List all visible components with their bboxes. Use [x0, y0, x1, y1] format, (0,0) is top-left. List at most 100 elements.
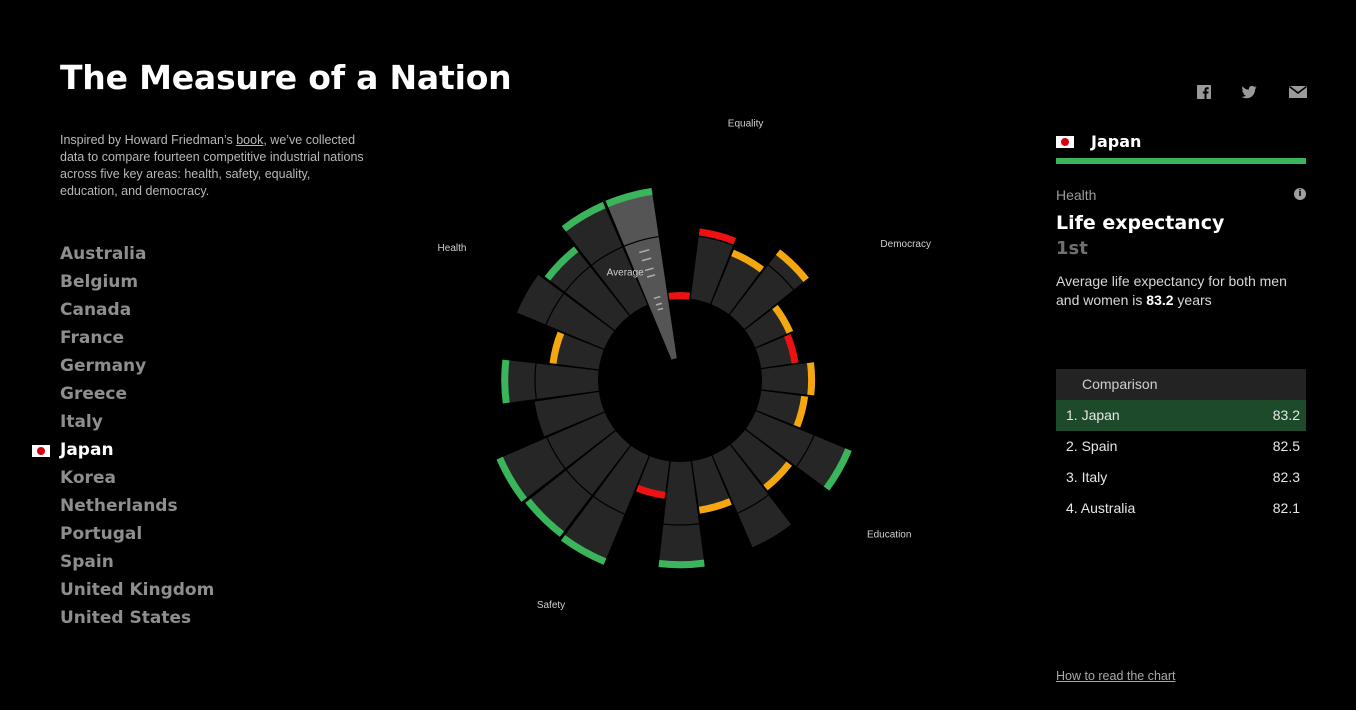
rating-band-19 [772, 304, 794, 334]
rating-band-12 [698, 498, 732, 514]
facebook-icon[interactable] [1196, 84, 1212, 100]
comparison-table: Comparison 1. Japan 83.2 2. Spain 82.5 3. It… [1056, 369, 1306, 524]
segment-health-6[interactable] [534, 392, 605, 437]
segment-health-2[interactable] [544, 246, 630, 331]
chart-segments [496, 188, 852, 569]
segment-health-3[interactable] [516, 274, 615, 349]
comparison-row[interactable]: 1. Japan 83.2 [1056, 400, 1306, 431]
country-item-australia[interactable]: Australia [60, 240, 214, 268]
panel-description: Average life expectancy for both men and… [1056, 272, 1306, 310]
comparison-header: Comparison [1056, 369, 1306, 400]
segment-safety-11[interactable] [658, 461, 705, 569]
country-item-canada[interactable]: Canada [60, 296, 214, 324]
panel-category-label: Health [1056, 187, 1097, 203]
segment-safety-9[interactable] [560, 445, 649, 565]
guide-ring-2 [564, 265, 591, 293]
panel-metric: Life expectancy [1056, 212, 1225, 234]
country-item-italy[interactable]: Italy [60, 408, 214, 436]
detail-panel: Japan Health i Life expectancy 1st Avera… [1056, 130, 1306, 310]
guide-ring-1 [591, 246, 623, 266]
country-label: Belgium [60, 272, 139, 292]
country-item-united-states[interactable]: United States [60, 604, 214, 632]
country-item-belgium[interactable]: Belgium [60, 268, 214, 296]
guide-ring-7 [546, 437, 566, 469]
country-item-portugal[interactable]: Portugal [60, 520, 214, 548]
segment-education-13[interactable] [712, 445, 792, 548]
comparison-tick-5 [641, 257, 652, 262]
comparison-row[interactable]: 4. Australia 82.1 [1056, 493, 1306, 524]
rating-band-16 [793, 395, 809, 428]
segment-safety-7[interactable] [496, 412, 615, 502]
segment-education-17[interactable] [761, 362, 816, 396]
country-label: Netherlands [60, 496, 178, 516]
category-label-equality: Equality [728, 118, 764, 129]
guide-ring-11 [663, 523, 700, 526]
rating-band-15 [823, 448, 852, 491]
comparison-rows: 1. Japan 83.2 2. Spain 82.5 3. Italy 82.3 4. A… [1056, 400, 1306, 524]
comparison-tick-6 [639, 248, 650, 254]
book-link[interactable]: book [236, 133, 264, 147]
country-label: Spain [60, 552, 114, 572]
comparison-rank: 2. Spain [1066, 438, 1118, 454]
country-label: Australia [60, 244, 147, 264]
rating-band-7 [496, 456, 527, 502]
segment-education-16[interactable] [756, 390, 809, 428]
info-icon[interactable]: i [1294, 188, 1306, 200]
chart-labels: Health Safety Education Democracy Equality Av… [438, 118, 931, 611]
category-label-health: Health [438, 243, 467, 254]
panel-desc-value: 83.2 [1146, 292, 1174, 308]
comparison-value: 83.2 [1272, 407, 1300, 423]
segment-democracy-20[interactable] [729, 249, 809, 330]
country-item-netherlands[interactable]: Netherlands [60, 492, 214, 520]
segment-health-0[interactable] [605, 188, 677, 360]
page-title: The Measure of a Nation [60, 58, 512, 97]
rating-band-17 [806, 362, 816, 396]
country-item-spain[interactable]: Spain [60, 548, 214, 576]
segment-health-5[interactable] [501, 359, 599, 404]
comparison-row[interactable]: 2. Spain 82.5 [1056, 431, 1306, 462]
comparison-value: 82.1 [1272, 500, 1300, 516]
segment-health-1[interactable] [561, 201, 648, 315]
comparison-tick-2 [653, 295, 661, 300]
guide-ring-3 [545, 293, 565, 325]
guide-ring-9 [593, 495, 625, 515]
country-item-korea[interactable]: Korea [60, 464, 214, 492]
country-label: Greece [60, 384, 128, 404]
country-item-japan[interactable]: Japan [32, 436, 214, 464]
comparison-rank: 4. Australia [1066, 500, 1136, 516]
country-item-united-kingdom[interactable]: United Kingdom [60, 576, 214, 604]
japan-flag-icon [1056, 136, 1074, 148]
category-label-democracy: Democracy [880, 239, 931, 250]
segment-education-15[interactable] [745, 411, 852, 491]
twitter-icon[interactable] [1241, 84, 1257, 100]
segment-equality-22[interactable] [690, 228, 737, 304]
intro-before: Inspired by Howard Friedman’s [60, 133, 237, 147]
comparison-rank: 1. Japan [1066, 407, 1120, 423]
panel-score-bar [1056, 158, 1306, 164]
intro-after: , we’ve collected data to compare fourte… [60, 133, 364, 198]
rating-band-22 [698, 228, 737, 245]
guide-ring-8 [565, 469, 593, 496]
segment-safety-8[interactable] [525, 430, 631, 537]
japan-flag-icon [32, 445, 50, 457]
country-item-germany[interactable]: Germany [60, 352, 214, 380]
country-label: Canada [60, 300, 132, 320]
comparison-tick-3 [646, 274, 656, 278]
segment-education-12[interactable] [692, 455, 732, 514]
guide-ring-22 [698, 235, 734, 246]
guide-ring-0 [624, 235, 659, 247]
country-label: Portugal [60, 524, 143, 544]
country-label: United States [60, 608, 192, 628]
how-to-read-link[interactable]: How to read the chart [1056, 669, 1176, 683]
rating-band-21 [731, 249, 764, 273]
rating-band-14 [763, 461, 792, 491]
segment-health-4[interactable] [549, 331, 604, 370]
email-icon[interactable] [1289, 84, 1307, 100]
rating-band-23 [668, 292, 691, 300]
country-item-greece[interactable]: Greece [60, 380, 214, 408]
comparison-row[interactable]: 3. Italy 82.3 [1056, 462, 1306, 493]
country-item-france[interactable]: France [60, 324, 214, 352]
country-label: Korea [60, 468, 116, 488]
category-label-average: Average [607, 268, 645, 279]
comparison-value: 82.3 [1272, 469, 1300, 485]
